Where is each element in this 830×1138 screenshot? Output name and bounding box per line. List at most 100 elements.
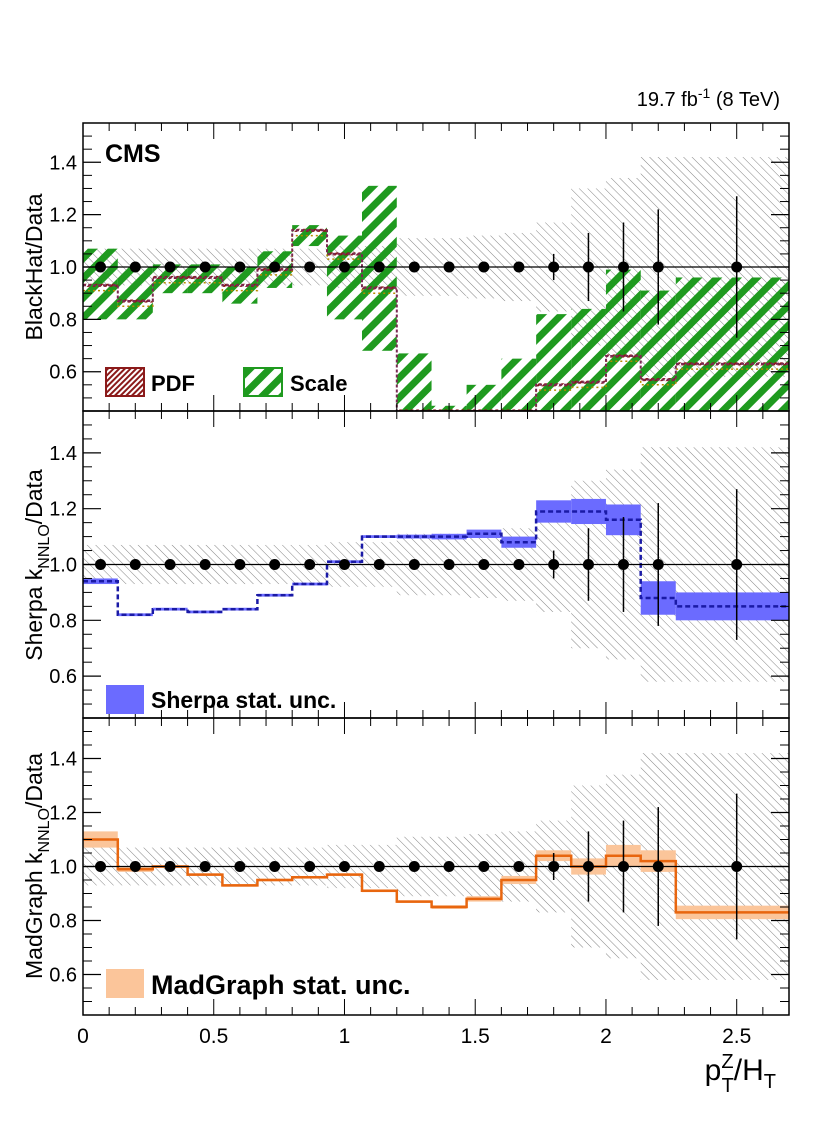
legend-pdf: PDF bbox=[105, 367, 195, 397]
data-point bbox=[269, 861, 281, 872]
data-point bbox=[373, 861, 385, 872]
data-point bbox=[304, 559, 316, 570]
y-tick-label: 0.6 bbox=[49, 362, 77, 384]
stat-band-bin bbox=[536, 500, 572, 523]
data-points bbox=[95, 793, 743, 940]
stat-band-bin bbox=[675, 592, 789, 621]
madgraph-line bbox=[83, 838, 789, 914]
panel-axes: 0.6 0.8 1.0 1.2 1.4 bbox=[49, 717, 790, 1016]
y-tick-label: 1.0 bbox=[49, 555, 77, 577]
data-point bbox=[478, 861, 490, 872]
pdf-band-bin bbox=[605, 354, 641, 358]
data-point bbox=[199, 559, 211, 570]
y-tick-label: 1.0 bbox=[49, 857, 77, 879]
panel-sherpa: 0.6 0.8 1.0 1.2 1.4 Sherpa kNNLO/Data Sherpa… bbox=[21, 410, 790, 719]
y-tick-label: 1.2 bbox=[49, 499, 77, 521]
data-point bbox=[164, 559, 176, 570]
y-tick-label: 1.4 bbox=[49, 749, 77, 771]
y-tick-label: 0.6 bbox=[49, 965, 77, 987]
data-point bbox=[269, 261, 281, 273]
scale-band-bin bbox=[326, 235, 363, 320]
pdf-band-bin bbox=[292, 228, 327, 232]
pdf-band-bin bbox=[536, 383, 572, 387]
data-point bbox=[582, 559, 594, 570]
legend-sherpa: Sherpa stat. unc. bbox=[106, 685, 336, 714]
data-points bbox=[95, 196, 743, 338]
data-point bbox=[408, 559, 420, 570]
data-point bbox=[129, 559, 141, 570]
x-tick-label: 0 bbox=[77, 1025, 89, 1048]
stat-band-bin bbox=[152, 607, 188, 611]
data-point bbox=[513, 261, 525, 273]
y-tick-label: 0.8 bbox=[49, 309, 77, 331]
panel-blackhat: 0.6 0.8 1.0 1.2 1.4 CMS BlackHat/Data PDF Sc… bbox=[21, 122, 790, 412]
madgraph-prediction bbox=[83, 838, 789, 914]
legend-sherpa-label: Sherpa stat. unc. bbox=[151, 687, 336, 713]
legend-madgraph-label: MadGraph stat. unc. bbox=[151, 970, 411, 1000]
data-point bbox=[164, 261, 176, 273]
legend-scale-swatch bbox=[243, 367, 283, 397]
legend-pdf-label: PDF bbox=[151, 371, 195, 396]
data-point bbox=[373, 559, 385, 570]
y-tick-label: 1.4 bbox=[49, 152, 77, 174]
data-point bbox=[408, 861, 420, 872]
data-point bbox=[234, 559, 246, 570]
y-tick-label: 0.8 bbox=[49, 610, 77, 632]
x-tick-label: 2.5 bbox=[722, 1025, 751, 1048]
stat-band-bin bbox=[117, 613, 153, 617]
data-point bbox=[548, 261, 560, 273]
data-point bbox=[548, 559, 560, 570]
data-point bbox=[234, 261, 246, 273]
scale-band-bin bbox=[675, 277, 789, 411]
data-point bbox=[443, 559, 455, 570]
scale-band-bin bbox=[501, 358, 537, 411]
data-point bbox=[652, 559, 664, 570]
scale-uncertainty-band bbox=[83, 185, 789, 411]
data-point bbox=[338, 861, 350, 872]
data-point bbox=[443, 861, 455, 872]
data-point bbox=[338, 559, 350, 570]
pdf-band-bin bbox=[501, 409, 537, 411]
legend-sherpa-swatch bbox=[106, 685, 144, 714]
data-point bbox=[338, 261, 350, 273]
data-point bbox=[548, 861, 560, 872]
legend-scale-label: Scale bbox=[290, 371, 348, 396]
pdf-band-bin bbox=[222, 283, 258, 287]
stat-band-bin bbox=[362, 535, 397, 538]
data-point bbox=[129, 861, 141, 872]
data-points bbox=[95, 489, 743, 640]
x-tick-label: 2 bbox=[600, 1025, 612, 1048]
data-point bbox=[617, 559, 629, 570]
y-tick-label: 1.0 bbox=[49, 257, 77, 279]
data-point bbox=[652, 861, 664, 872]
data-point bbox=[443, 261, 455, 273]
pdf-band-bin bbox=[466, 409, 502, 411]
data-point bbox=[234, 861, 246, 872]
blackhat-prediction bbox=[83, 228, 789, 411]
experiment-label: CMS bbox=[105, 140, 161, 168]
legend-pdf-swatch bbox=[105, 367, 145, 397]
legend-scale: Scale bbox=[243, 367, 348, 397]
panel-madgraph: 0.6 0.8 1.0 1.2 1.4 MadGraph kNNLO/Data MadG… bbox=[21, 717, 790, 1016]
y-axis-label-blackhat: BlackHat/Data bbox=[21, 193, 47, 340]
data-point bbox=[652, 261, 664, 273]
data-point bbox=[617, 261, 629, 273]
scale-band-bin bbox=[571, 308, 606, 411]
sherpa-prediction bbox=[83, 510, 789, 616]
scale-band-bin bbox=[396, 353, 432, 411]
panel-axes: 0.6 0.8 1.0 1.2 1.4 bbox=[49, 410, 790, 719]
data-point bbox=[513, 861, 525, 872]
y-axis-label-madgraph: MadGraph kNNLO/Data bbox=[21, 753, 53, 979]
x-tick-label: 0.5 bbox=[199, 1025, 228, 1048]
x-tick-label: 1.5 bbox=[461, 1025, 490, 1048]
data-point bbox=[478, 559, 490, 570]
data-point bbox=[731, 861, 743, 872]
data-point bbox=[582, 861, 594, 872]
y-tick-label: 0.8 bbox=[49, 911, 77, 933]
sherpa-line bbox=[83, 510, 789, 616]
legend-madgraph: MadGraph stat. unc. bbox=[106, 969, 411, 1000]
y-tick-label: 1.2 bbox=[49, 205, 77, 227]
pdf-band-bin bbox=[396, 409, 432, 411]
scale-band-bin bbox=[117, 267, 153, 320]
data-point bbox=[513, 559, 525, 570]
